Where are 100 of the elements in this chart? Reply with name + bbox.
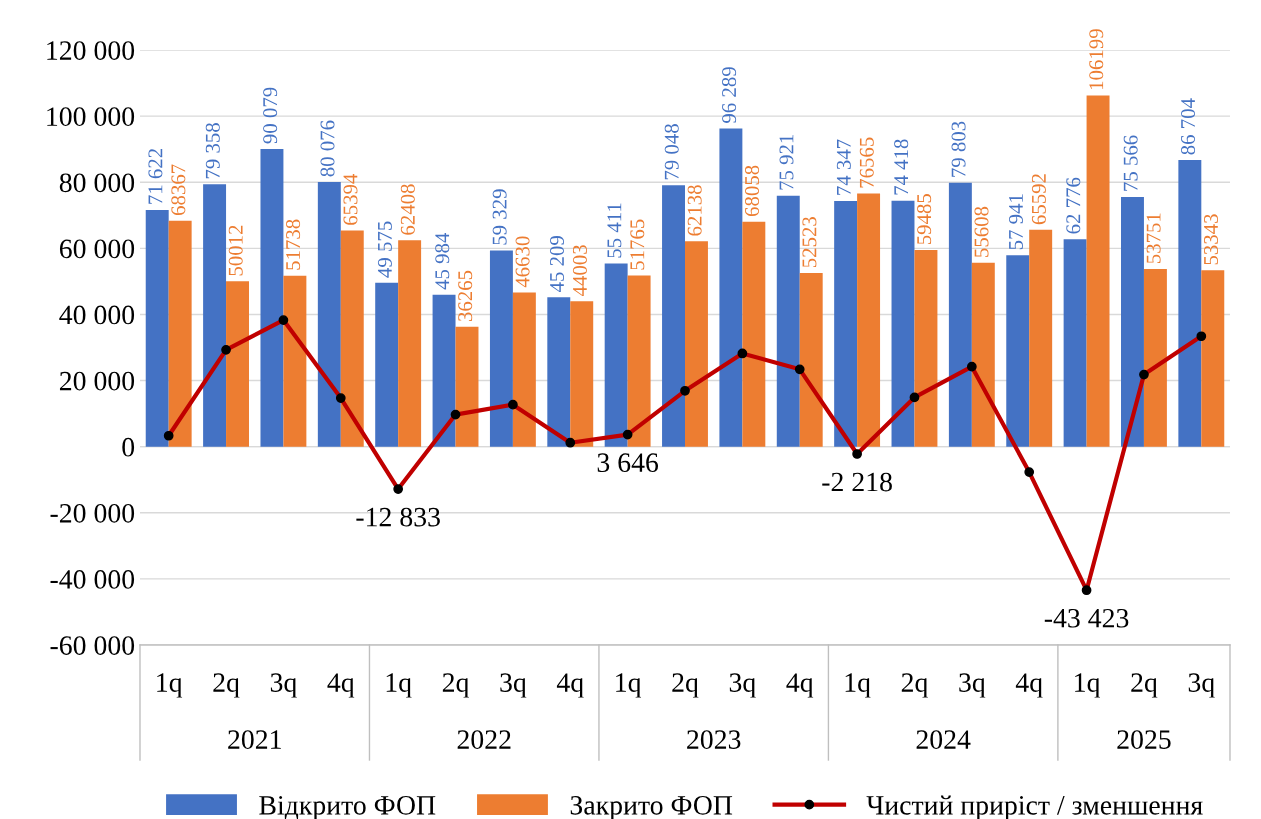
text: 2025 (1117, 730, 1171, 749)
bar (1121, 196, 1144, 447)
bar (145, 209, 169, 447)
data-label: 3 646 (597, 453, 659, 473)
data-label: 55608 (974, 206, 989, 257)
bar (398, 240, 422, 447)
bar (1178, 160, 1202, 447)
data-label: 65394 (343, 173, 358, 225)
data-label: 45 209 (549, 236, 564, 293)
y-tick-label: 120 000 (47, 41, 135, 60)
data-label: 68367 (171, 164, 186, 216)
data-label: 62 776 (1066, 177, 1081, 234)
data-label: 79 803 (951, 121, 966, 177)
bar (834, 200, 858, 447)
x-tick-label: 3q (959, 673, 986, 698)
data-label: 44003 (572, 245, 587, 297)
bar (432, 294, 456, 447)
bar (260, 148, 284, 447)
x-tick-label: 2q (901, 673, 928, 698)
x-tick-label: 3q (729, 673, 756, 698)
bar (489, 250, 513, 447)
bar (799, 273, 823, 447)
x-tick-label: 2q (442, 673, 469, 698)
data-label: 36265 (458, 270, 473, 322)
data-label: 62138 (687, 185, 702, 236)
data-label: 59 329 (492, 189, 507, 245)
data-label: 51738 (286, 219, 301, 270)
data-label: 75 921 (779, 134, 794, 190)
y-tick-label: 0 (122, 437, 135, 457)
x-tick-label: 1q (1075, 673, 1100, 698)
bar (857, 193, 881, 447)
x-tick-label: 4q (1015, 673, 1043, 698)
bar (948, 182, 972, 447)
y-tick-label: 20 000 (59, 371, 135, 391)
x-tick-label: 1q (157, 673, 183, 698)
data-label: 51765 (630, 219, 645, 270)
text: 2024 (916, 730, 971, 749)
data-label: -43 423 (1044, 608, 1129, 628)
data-label: 68058 (745, 165, 760, 217)
bar (1143, 268, 1167, 447)
bar (512, 292, 536, 447)
data-label: 53751 (1146, 213, 1161, 264)
bar (203, 184, 227, 447)
y-tick-label: 40 000 (59, 305, 135, 325)
data-label: 62408 (400, 184, 415, 235)
x-tick-label: 3q (500, 673, 527, 698)
bar (662, 185, 685, 447)
bar (317, 181, 341, 447)
data-label: 71 622 (148, 149, 163, 204)
data-label: 46630 (515, 236, 530, 288)
text: 2023 (687, 730, 741, 749)
data-label: 79 358 (205, 123, 220, 179)
x-tick-label: 2q (213, 673, 240, 698)
data-label: 52523 (802, 217, 817, 268)
data-label: 75 566 (1123, 135, 1138, 191)
bar (570, 301, 594, 447)
data-label: 90 079 (263, 87, 278, 144)
data-label: 80 076 (320, 120, 335, 177)
data-label: 57 941 (1008, 194, 1023, 250)
bar (685, 241, 708, 447)
text: 2022 (457, 730, 511, 749)
data-label: -12 833 (356, 507, 440, 527)
bar (283, 275, 307, 447)
data-label: 96 289 (722, 67, 737, 123)
bar (776, 195, 800, 447)
bar (914, 250, 938, 447)
data-label: 76565 (859, 137, 874, 188)
bar (627, 275, 651, 447)
bar (168, 220, 192, 447)
bar (1006, 255, 1030, 447)
bar (1063, 239, 1087, 447)
bar (226, 281, 249, 447)
data-label: -2 218 (822, 472, 892, 492)
x-tick-label: 2q (1131, 673, 1158, 698)
y-tick-label: 80 000 (59, 173, 135, 193)
data-label: 86 704 (1181, 98, 1196, 155)
data-label: 79 048 (664, 124, 679, 180)
bar (547, 297, 571, 447)
data-label: 106199 (1089, 29, 1104, 90)
data-label: 45 984 (435, 232, 450, 290)
data-label: 74 418 (894, 139, 909, 195)
x-tick-label: 1q (845, 673, 871, 698)
data-label: 55 411 (607, 203, 622, 258)
bar (1086, 95, 1110, 447)
text: 2021 (228, 730, 281, 749)
bar (719, 128, 743, 447)
bar (891, 200, 915, 447)
data-label: 74 347 (836, 139, 851, 195)
y-tick-label: -20 000 (50, 503, 135, 523)
y-tick-label: -60 000 (50, 636, 135, 655)
data-label: 53343 (1204, 214, 1218, 265)
x-tick-label: 2q (672, 673, 699, 698)
x-tick-label: 4q (786, 673, 814, 698)
x-tick-label: 4q (556, 673, 584, 698)
bar (340, 230, 364, 447)
x-tick-label: 1q (616, 673, 642, 698)
data-label: 65592 (1031, 174, 1046, 225)
bar (375, 282, 399, 447)
bar (455, 326, 479, 447)
bar (971, 262, 995, 447)
